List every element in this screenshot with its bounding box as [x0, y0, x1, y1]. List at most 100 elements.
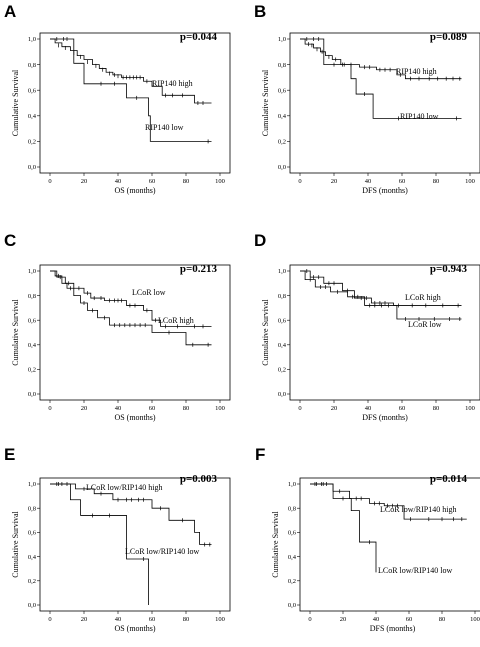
y-tick-label: 0,2 [28, 578, 36, 585]
x-tick-label: 100 [465, 178, 475, 185]
x-tick-label: 80 [433, 178, 440, 185]
x-axis-label-a: OS (months) [114, 186, 155, 195]
y-tick-label: 0,4 [28, 554, 37, 561]
survival-curve-rip140-low [300, 38, 462, 119]
y-tick-label: 0,8 [278, 293, 286, 300]
y-tick-label: 0,6 [278, 87, 287, 94]
x-axis-label-e: OS (months) [114, 624, 155, 633]
survival-curve-rip140-high [300, 38, 462, 80]
y-tick-label: 0,2 [288, 578, 296, 585]
y-tick-label: 1,0 [28, 36, 36, 43]
x-tick-label: 60 [149, 405, 156, 412]
panel-c: Cp=0.213 0,0 0,2 0,4 0,6 0,8 1,0 0 20 40 60 80 100 OS… [4, 231, 231, 422]
x-axis-label-c: OS (months) [114, 413, 155, 422]
x-tick-label: 20 [331, 178, 338, 185]
y-axis-label-f: Cumulative Survival [271, 511, 280, 578]
y-tick-label: 0,4 [288, 554, 297, 561]
x-tick-label: 20 [81, 178, 88, 185]
series-label-lcor-low-rip140-low: LCoR low/RIP140 low [378, 566, 452, 575]
panel-e: Ep=0.003 0,0 0,2 0,4 0,6 0,8 1,0 0 20 40 60 80 100 OS… [4, 445, 231, 633]
panel-letter-f: F [255, 445, 265, 464]
x-tick-label: 40 [115, 616, 122, 623]
x-tick-label: 100 [470, 616, 480, 623]
panel-d: Dp=0.943 0,0 0,2 0,4 0,6 0,8 1,0 0 20 40 60 80 100 DF… [254, 231, 480, 422]
x-tick-label: 100 [465, 405, 475, 412]
series-label-lcor-low: LCoR low [132, 288, 166, 297]
x-tick-label: 40 [115, 405, 122, 412]
y-tick-label: 0,8 [28, 62, 36, 69]
panel-f: Fp=0.014 0,0 0,2 0,4 0,6 0,8 1,0 0 20 40 60 80 100 DF… [255, 445, 480, 633]
x-axis-label-b: DFS (months) [362, 186, 408, 195]
x-tick-label: 80 [433, 405, 440, 412]
x-axis-label-d: DFS (months) [362, 413, 408, 422]
y-tick-label: 1,0 [28, 481, 36, 488]
y-tick-label: 0,0 [278, 391, 286, 398]
x-tick-label: 60 [406, 616, 413, 623]
x-tick-label: 0 [48, 616, 51, 623]
x-tick-label: 60 [149, 616, 156, 623]
y-tick-label: 0,2 [28, 139, 36, 146]
y-tick-label: 0,4 [28, 342, 37, 349]
x-tick-label: 80 [183, 178, 190, 185]
x-tick-label: 100 [215, 178, 225, 185]
panel-letter-b: B [254, 2, 266, 21]
y-tick-label: 0,2 [278, 367, 286, 374]
p-value-e: p=0.003 [180, 473, 218, 485]
survival-curve-lcor-low-rip140-high [50, 483, 212, 545]
series-label-lcor-low-rip140-low: LCoR low/RIP140 low [125, 547, 199, 556]
x-tick-label: 0 [298, 405, 301, 412]
series-label-rip140-high: RIP140 high [396, 67, 437, 76]
series-label-rip140-low: RIP140 low [400, 112, 439, 121]
y-tick-label: 0,0 [278, 164, 286, 171]
series-label-rip140-high: RIP140 high [152, 79, 193, 88]
series-label-rip140-low: RIP140 low [145, 123, 184, 132]
x-tick-label: 60 [399, 405, 406, 412]
y-tick-label: 0,8 [28, 293, 36, 300]
series-label-lcor-high: LCoR high [158, 316, 194, 325]
y-axis-label-d: Cumulative Survival [261, 299, 270, 366]
survival-curve-lcor-high [300, 270, 462, 306]
panel-letter-a: A [4, 2, 16, 21]
y-tick-label: 0,4 [278, 342, 287, 349]
series-label-lcor-low-rip140-high: LCoR low/RIP140 high [380, 505, 456, 514]
x-tick-label: 40 [373, 616, 380, 623]
x-tick-label: 0 [48, 178, 51, 185]
panel-letter-c: C [4, 231, 16, 250]
y-tick-label: 0,0 [28, 164, 36, 171]
y-tick-label: 0,0 [28, 602, 36, 609]
plot-frame-f [299, 477, 480, 612]
y-tick-label: 0,6 [28, 317, 37, 324]
y-axis-label-a: Cumulative Survival [11, 69, 20, 136]
y-tick-label: 1,0 [28, 268, 36, 275]
y-tick-label: 0,2 [278, 139, 286, 146]
p-value-d: p=0.943 [430, 263, 468, 275]
y-tick-label: 0,0 [288, 602, 296, 609]
x-tick-label: 40 [365, 178, 372, 185]
y-tick-label: 0,8 [28, 505, 36, 512]
x-tick-label: 60 [399, 178, 406, 185]
plot-frame-d [289, 264, 480, 401]
y-tick-label: 0,2 [28, 367, 36, 374]
x-tick-label: 20 [81, 405, 88, 412]
x-tick-label: 100 [215, 405, 225, 412]
x-tick-label: 100 [215, 616, 225, 623]
series-label-lcor-low-rip140-high: LCoR low/RIP140 high [86, 483, 162, 492]
p-value-a: p=0.044 [180, 31, 218, 43]
p-value-c: p=0.213 [180, 263, 218, 275]
y-tick-label: 0,8 [278, 62, 286, 69]
x-tick-label: 0 [298, 178, 301, 185]
survival-curve-lcor-high [50, 270, 212, 346]
x-tick-label: 0 [308, 616, 311, 623]
plot-frame-c [39, 264, 231, 401]
y-axis-label-b: Cumulative Survival [261, 69, 270, 136]
panel-letter-e: E [4, 445, 15, 464]
y-tick-label: 1,0 [278, 36, 286, 43]
p-value-f: p=0.014 [430, 473, 468, 485]
x-tick-label: 80 [439, 616, 446, 623]
x-tick-label: 40 [115, 178, 122, 185]
x-tick-label: 20 [81, 616, 88, 623]
y-tick-label: 0,6 [28, 87, 37, 94]
y-axis-label-e: Cumulative Survival [11, 511, 20, 578]
series-label-lcor-high: LCoR high [405, 293, 441, 302]
